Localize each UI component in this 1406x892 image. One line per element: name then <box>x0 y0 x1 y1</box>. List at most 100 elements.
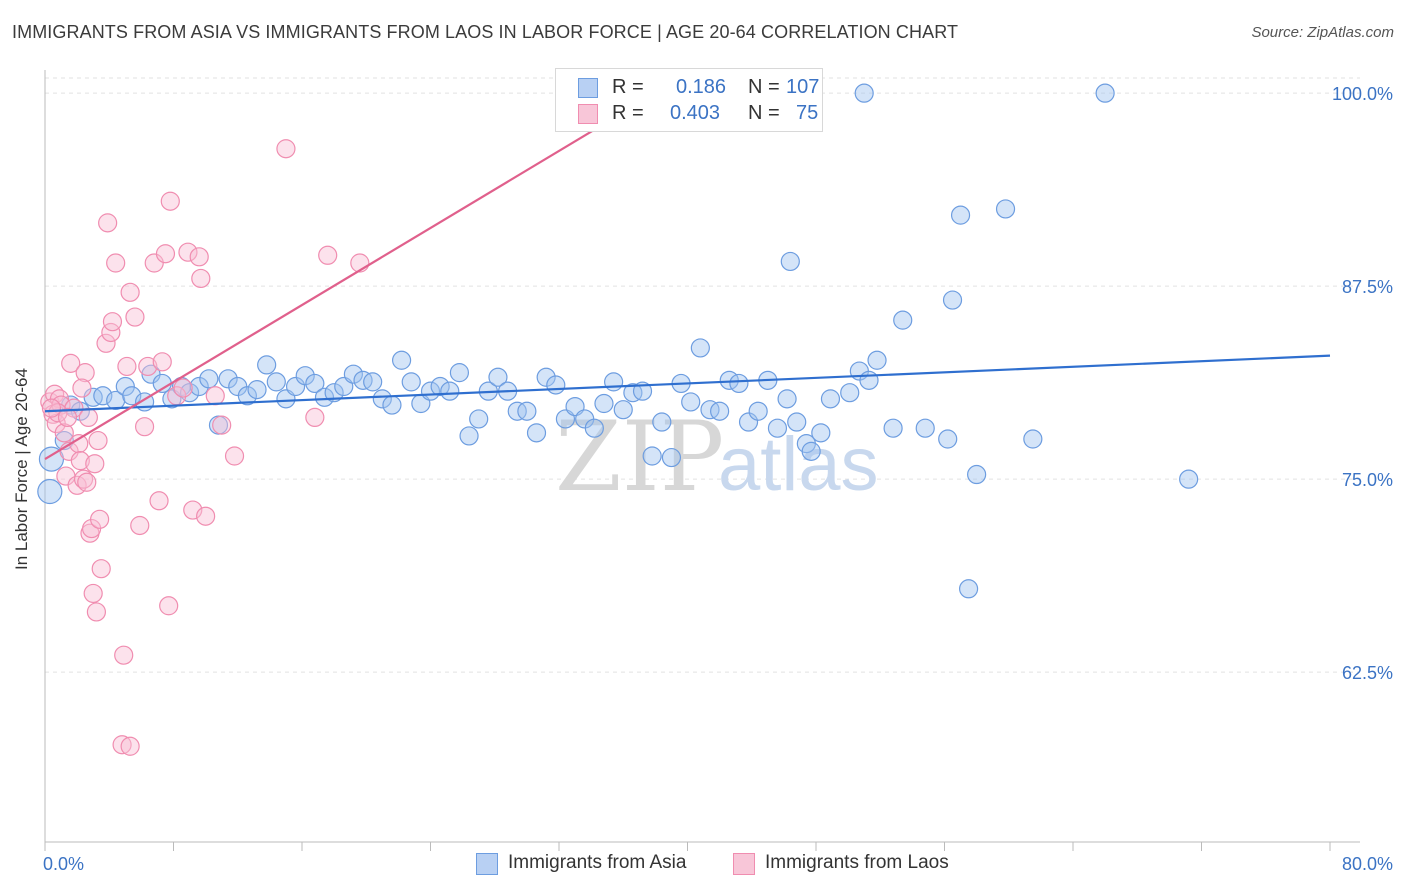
asia-point-32 <box>343 364 363 384</box>
asia-point-45 <box>469 409 489 429</box>
laos-point-30 <box>114 645 134 665</box>
asia-point-58 <box>594 393 614 414</box>
asia-point-8 <box>115 376 135 397</box>
asia-point-87 <box>867 350 887 370</box>
asia-point-64 <box>652 412 672 432</box>
asia-point-29 <box>314 387 335 407</box>
asia-point-98 <box>1095 83 1115 103</box>
asia-point-63 <box>642 446 662 466</box>
asia-point-91 <box>938 429 958 449</box>
laos-point-62 <box>72 378 92 398</box>
laos-point-54 <box>305 407 325 427</box>
asia-trend-line <box>44 354 1331 413</box>
legend-laos-r: 0.403 <box>670 102 721 124</box>
asia-point-26 <box>285 376 306 397</box>
grid-lines <box>45 77 1360 673</box>
asia-point-19 <box>218 369 238 389</box>
laos-point-57 <box>112 735 132 755</box>
asia-point-78 <box>787 412 807 432</box>
asia-point-82 <box>820 389 841 409</box>
y-tick-label-1: 75.0% <box>1342 470 1393 490</box>
legend-n-label-2: N = <box>748 102 780 124</box>
asia-point-95 <box>958 579 979 599</box>
laos-point-52 <box>224 446 245 466</box>
asia-point-16 <box>189 376 209 397</box>
asia-point-81 <box>811 423 831 443</box>
legend-asia-n: 107 <box>786 76 820 98</box>
laos-point-45 <box>178 242 198 262</box>
asia-point-35 <box>372 389 392 409</box>
laos-point-51 <box>212 415 232 435</box>
laos-point-26 <box>98 213 118 233</box>
asia-point-92 <box>942 290 963 310</box>
laos-point-61 <box>57 407 78 427</box>
laos-point-28 <box>102 312 123 332</box>
asia-point-93 <box>950 205 971 225</box>
watermark-zip: ZIP <box>555 401 724 513</box>
y-tick-label-0: 62.5% <box>1342 663 1393 683</box>
laos-point-33 <box>125 307 145 327</box>
asia-point-57 <box>584 418 604 438</box>
asia-point-41 <box>430 376 450 397</box>
asia-point-80 <box>801 441 821 461</box>
asia-point-36 <box>382 395 402 415</box>
asia-point-24 <box>266 372 286 392</box>
asia-point-33 <box>353 370 373 390</box>
y-tick-label-3: 100.0% <box>1332 84 1393 104</box>
chart-title: IMMIGRANTS FROM ASIA VS IMMIGRANTS FROM … <box>12 22 959 42</box>
asia-point-88 <box>883 418 903 438</box>
asia-point-74 <box>748 401 768 421</box>
asia-point-23 <box>257 355 277 375</box>
laos-point-16 <box>77 472 97 492</box>
axes <box>44 70 1360 851</box>
asia-point-1 <box>37 478 63 505</box>
asia-point-68 <box>690 338 710 358</box>
laos-point-15 <box>75 363 95 383</box>
laos-point-42 <box>159 596 179 616</box>
laos-point-38 <box>149 491 169 511</box>
asia-point-70 <box>710 401 730 421</box>
laos-point-64 <box>41 398 62 418</box>
laos-point-50 <box>205 386 225 406</box>
laos-point-53 <box>276 139 296 159</box>
asia-point-84 <box>840 383 860 403</box>
laos-point-40 <box>155 244 176 264</box>
asia-point-34 <box>363 372 383 392</box>
laos-legend-icon <box>733 853 755 875</box>
laos-legend-label: Immigrants from Laos <box>765 852 949 873</box>
asia-point-28 <box>305 373 325 394</box>
stats-legend: R = 0.186 N = 107 R = 0.403 N = 75 <box>555 68 823 132</box>
asia-point-49 <box>507 401 527 421</box>
asia-point-42 <box>440 381 460 401</box>
laos-point-41 <box>160 191 180 211</box>
laos-point-55 <box>318 245 338 265</box>
asia-point-38 <box>401 372 421 392</box>
legend-laos-n: 75 <box>796 102 819 124</box>
asia-swatch-icon <box>578 78 598 98</box>
laos-trend-line <box>44 92 656 461</box>
laos-point-35 <box>134 417 155 437</box>
asia-point-30 <box>324 383 344 403</box>
asia-point-43 <box>449 363 470 383</box>
watermark-atlas: atlas <box>718 422 879 507</box>
asia-point-37 <box>391 350 412 370</box>
asia-point-76 <box>767 418 788 438</box>
asia-point-50 <box>517 401 537 421</box>
x-tick-label-1: 80.0% <box>1342 854 1393 874</box>
laos-point-19 <box>83 583 103 604</box>
asia-point-60 <box>613 400 633 420</box>
asia-point-69 <box>700 400 720 420</box>
laos-point-14 <box>73 469 94 489</box>
asia-point-59 <box>604 372 624 392</box>
asia-point-44 <box>459 426 479 446</box>
asia-point-21 <box>237 386 257 406</box>
laos-point-22 <box>88 430 108 451</box>
laos-point-47 <box>189 247 209 267</box>
asia-point-22 <box>247 380 267 400</box>
laos-point-20 <box>85 454 105 474</box>
laos-point-23 <box>90 509 110 529</box>
tick-labels: 62.5% 75.0% 87.5% 100.0% 0.0% 80.0% <box>43 84 1393 874</box>
asia-point-96 <box>995 199 1016 219</box>
asia-point-89 <box>893 310 913 330</box>
